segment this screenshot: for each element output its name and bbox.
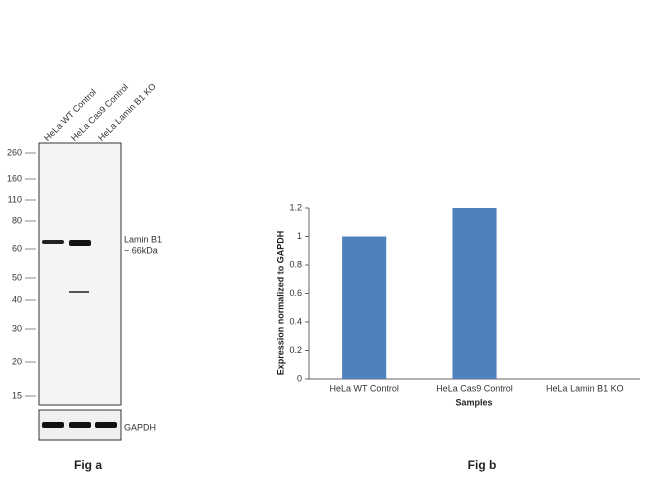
marker-label: 160 [7,173,22,183]
band [69,291,89,293]
marker-label: 260 [7,147,22,157]
y-tick-label: 1.2 [289,202,302,212]
x-tick-label: HeLa WT Control [329,383,398,393]
marker-label: 60 [12,243,22,253]
y-tick-label: 0.8 [289,259,302,269]
x-axis-label: Samples [455,397,492,407]
y-tick-label: 0 [297,373,302,383]
x-tick-label: HeLa Cas9 Control [436,383,513,393]
y-tick-label: 0.2 [289,345,302,355]
band [42,422,64,428]
band-label: Lamin B1 [124,234,162,244]
y-axis-label: Expression normalized to GAPDH [275,231,285,376]
marker-label: 20 [12,356,22,366]
band [42,240,64,244]
bar [452,208,497,379]
marker-label: 50 [12,272,22,282]
marker-label: 30 [12,323,22,333]
marker-label: 40 [12,294,22,304]
marker-label: 15 [12,390,22,400]
marker-label: 110 [8,194,22,204]
y-tick-label: 0.6 [289,288,302,298]
band-size: ~ 66kDa [124,245,158,255]
caption: Fig a [74,458,102,472]
caption: Fig b [468,458,497,472]
x-tick-label: HeLa Lamin B1 KO [546,383,624,393]
y-tick-label: 1 [297,231,302,241]
blot-membrane [38,142,122,406]
band [95,422,117,428]
band [69,240,91,246]
marker-label: 80 [12,215,22,225]
bar [342,236,387,379]
band [69,422,91,428]
loading-label: GAPDH [124,422,156,432]
blot: Lamin B1 ~ 66kDa GAPDH Fig a [38,142,162,472]
y-tick-label: 0.4 [289,316,302,326]
